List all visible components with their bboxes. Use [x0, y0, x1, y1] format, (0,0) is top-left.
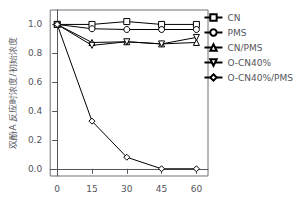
svg-text:O-CN40%/PMS: O-CN40%/PMS [227, 73, 293, 83]
svg-text:15: 15 [86, 184, 97, 194]
svg-text:30: 30 [121, 184, 133, 194]
svg-text:0.2: 0.2 [28, 135, 42, 145]
svg-text:PMS: PMS [227, 28, 246, 38]
svg-text:0.8: 0.8 [28, 48, 43, 58]
svg-text:0.6: 0.6 [28, 77, 43, 87]
svg-text:双酚A 反应时浓度/初始浓度: 双酚A 反应时浓度/初始浓度 [8, 37, 18, 148]
svg-text:CN: CN [227, 13, 240, 23]
svg-text:0.4: 0.4 [28, 106, 43, 116]
svg-text:0.0: 0.0 [28, 164, 43, 174]
svg-text:60: 60 [191, 184, 203, 194]
svg-text:CN/PMS: CN/PMS [227, 43, 262, 53]
svg-text:0: 0 [54, 184, 60, 194]
svg-text:45: 45 [156, 184, 167, 194]
svg-text:1.0: 1.0 [28, 19, 43, 29]
svg-text:O-CN40%: O-CN40% [227, 58, 271, 68]
